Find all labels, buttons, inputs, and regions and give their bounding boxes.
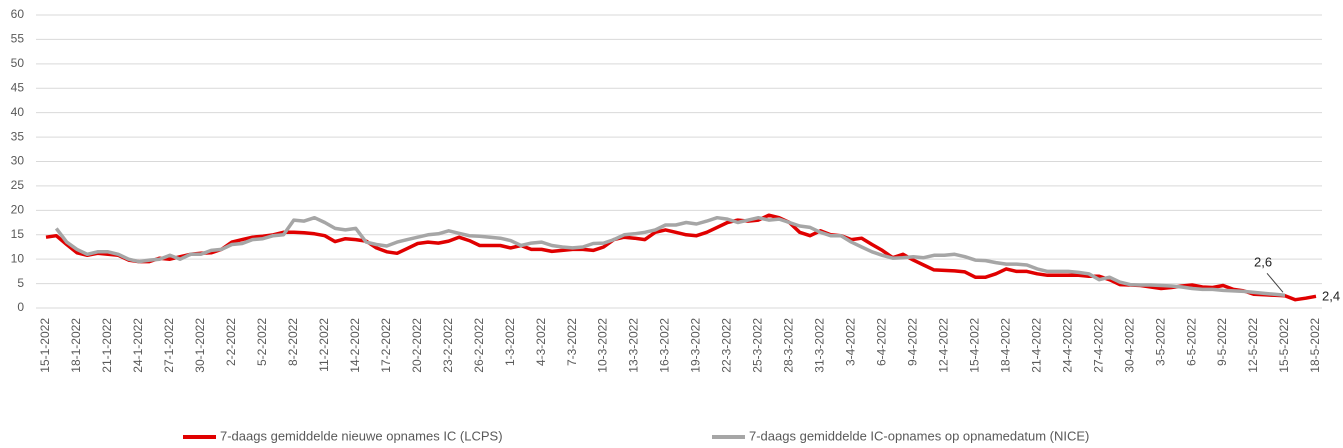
x-tick-label: 9-5-2022	[1215, 318, 1229, 366]
y-tick-label: 60	[11, 7, 25, 21]
x-tick-label: 25-3-2022	[751, 318, 765, 373]
legend-label: 7-daags gemiddelde IC-opnames op opnamed…	[749, 428, 1089, 443]
x-tick-label: 24-4-2022	[1060, 318, 1074, 373]
value-label: 2,4	[1322, 289, 1340, 304]
x-tick-label: 27-1-2022	[162, 318, 176, 373]
x-tick-label: 12-5-2022	[1246, 318, 1260, 373]
x-tick-label: 13-3-2022	[627, 318, 641, 373]
x-tick-label: 2-2-2022	[224, 318, 238, 366]
y-tick-label: 10	[11, 251, 25, 265]
x-tick-label: 9-4-2022	[905, 318, 919, 366]
x-tick-label: 14-2-2022	[348, 318, 362, 373]
x-tick-label: 22-3-2022	[720, 318, 734, 373]
x-tick-label: 17-2-2022	[379, 318, 393, 373]
y-tick-label: 20	[11, 203, 25, 217]
y-tick-label: 40	[11, 105, 25, 119]
x-tick-label: 19-3-2022	[689, 318, 703, 373]
x-tick-label: 18-4-2022	[998, 318, 1012, 373]
x-tick-label: 16-3-2022	[658, 318, 672, 373]
x-tick-label: 28-3-2022	[782, 318, 796, 373]
series-line	[54, 215, 1286, 298]
x-tick-label: 30-4-2022	[1122, 318, 1136, 373]
x-tick-label: 6-4-2022	[875, 318, 889, 366]
x-tick-label: 1-3-2022	[503, 318, 517, 366]
x-tick-label: 3-4-2022	[844, 318, 858, 366]
series-line	[45, 213, 1317, 302]
y-tick-label: 5	[17, 276, 24, 290]
y-tick-label: 55	[11, 32, 25, 46]
y-tick-label: 0	[17, 300, 24, 314]
x-tick-label: 21-4-2022	[1029, 318, 1043, 373]
x-tick-label: 3-5-2022	[1153, 318, 1167, 366]
leader-line	[1266, 272, 1284, 293]
x-tick-label: 15-4-2022	[967, 318, 981, 373]
y-tick-label: 15	[11, 227, 25, 241]
legend-label: 7-daags gemiddelde nieuwe opnames IC (LC…	[220, 428, 503, 443]
x-tick-label: 5-2-2022	[255, 318, 269, 366]
x-tick-label: 12-4-2022	[936, 318, 950, 373]
x-tick-label: 31-3-2022	[813, 318, 827, 373]
x-tick-label: 15-5-2022	[1277, 318, 1291, 373]
x-tick-label: 10-3-2022	[596, 318, 610, 373]
x-tick-label: 15-1-2022	[38, 318, 52, 373]
x-tick-label: 20-2-2022	[410, 318, 424, 373]
x-tick-label: 6-5-2022	[1184, 318, 1198, 366]
x-tick-label: 18-5-2022	[1308, 318, 1322, 373]
y-tick-label: 35	[11, 129, 25, 143]
x-tick-label: 8-2-2022	[286, 318, 300, 366]
y-tick-label: 25	[11, 178, 25, 192]
x-tick-label: 24-1-2022	[131, 318, 145, 373]
y-tick-label: 30	[11, 154, 25, 168]
x-tick-label: 18-1-2022	[69, 318, 83, 373]
y-tick-label: 50	[11, 56, 25, 70]
x-tick-label: 21-1-2022	[100, 318, 114, 373]
x-tick-label: 7-3-2022	[565, 318, 579, 366]
x-tick-label: 11-2-2022	[317, 318, 331, 372]
x-tick-label: 26-2-2022	[472, 318, 486, 373]
y-tick-label: 45	[11, 80, 25, 94]
x-tick-label: 23-2-2022	[441, 318, 455, 373]
x-tick-label: 27-4-2022	[1091, 318, 1105, 373]
x-tick-label: 4-3-2022	[534, 318, 548, 366]
x-tick-label: 30-1-2022	[193, 318, 207, 373]
value-label: 2,6	[1254, 255, 1272, 270]
